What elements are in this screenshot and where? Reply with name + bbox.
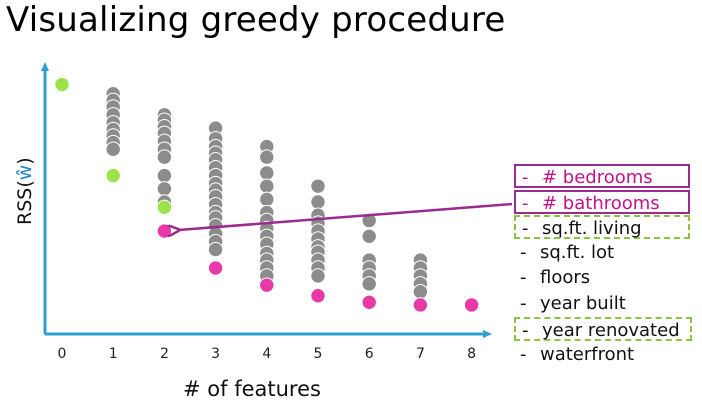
annotation-arrow xyxy=(178,202,513,230)
x-tick-label: 4 xyxy=(262,346,271,362)
y-axis-label: RSS(ŵ) xyxy=(14,157,36,225)
gray-point xyxy=(361,212,377,229)
gray-point xyxy=(361,228,377,245)
feature-label: waterfront xyxy=(540,343,635,365)
green-point xyxy=(105,167,121,184)
gray-point xyxy=(105,141,121,157)
feature-dash: - xyxy=(520,267,527,288)
y-axis-label-w: ŵ xyxy=(14,164,36,181)
x-tick-label: 0 xyxy=(58,346,67,362)
feature-dash: - xyxy=(522,192,529,214)
feature-item: - year built xyxy=(514,292,690,316)
x-tick-label: 5 xyxy=(314,346,323,362)
gray-point xyxy=(156,181,173,197)
y-axis-label-prefix: RSS( xyxy=(14,180,36,225)
feature-item: - # bathrooms xyxy=(514,189,690,214)
feature-dash: - xyxy=(522,218,529,239)
gray-point xyxy=(207,241,224,258)
feature-label: year renovated xyxy=(542,320,680,341)
gray-point xyxy=(156,167,173,184)
gray-point xyxy=(259,178,275,194)
feature-label: floors xyxy=(540,267,591,288)
green-point xyxy=(54,76,70,93)
gray-point xyxy=(310,178,326,194)
feature-label: year built xyxy=(540,292,626,314)
feature-dash: - xyxy=(520,241,527,263)
page-title: Visualizing greedy procedure xyxy=(6,0,506,40)
feature-item: - # bedrooms xyxy=(514,164,690,188)
gray-point xyxy=(259,149,275,165)
gray-point xyxy=(310,268,326,284)
feature-dash: - xyxy=(520,343,527,365)
feature-item: - waterfront xyxy=(514,343,690,367)
magenta-point xyxy=(207,260,224,276)
feature-item: - year renovated xyxy=(514,317,692,341)
feature-label: sq.ft. living xyxy=(542,218,642,239)
gray-point xyxy=(412,284,429,300)
y-axis-label-suffix: ) xyxy=(14,157,36,165)
feature-dash: - xyxy=(520,292,527,314)
gray-point xyxy=(310,194,326,210)
x-axis-label: # of features xyxy=(183,377,321,401)
feature-dash: - xyxy=(522,320,529,341)
x-tick-label: 8 xyxy=(467,346,476,362)
x-tick-label: 7 xyxy=(416,346,425,362)
gray-point xyxy=(259,165,275,181)
x-tick-label: 6 xyxy=(365,346,374,362)
gray-point xyxy=(259,191,275,208)
magenta-point xyxy=(310,288,326,304)
magenta-point xyxy=(156,223,173,239)
x-tick-label: 2 xyxy=(160,346,169,362)
feature-dash: - xyxy=(522,167,529,188)
feature-item: - floors xyxy=(514,266,690,290)
magenta-point xyxy=(361,294,377,311)
feature-label: sq.ft. lot xyxy=(540,241,615,263)
magenta-point xyxy=(259,277,275,293)
feature-label: # bathrooms xyxy=(542,192,660,214)
feature-item: - sq.ft. living xyxy=(514,215,690,239)
x-tick-label: 1 xyxy=(109,346,118,362)
magenta-point xyxy=(412,297,429,313)
feature-label: # bedrooms xyxy=(542,167,653,188)
feature-item: - sq.ft. lot xyxy=(514,241,690,265)
gray-point xyxy=(156,149,173,165)
magenta-point xyxy=(463,297,480,313)
x-tick-label: 3 xyxy=(211,346,220,362)
green-point xyxy=(156,199,173,215)
gray-point xyxy=(361,276,377,292)
